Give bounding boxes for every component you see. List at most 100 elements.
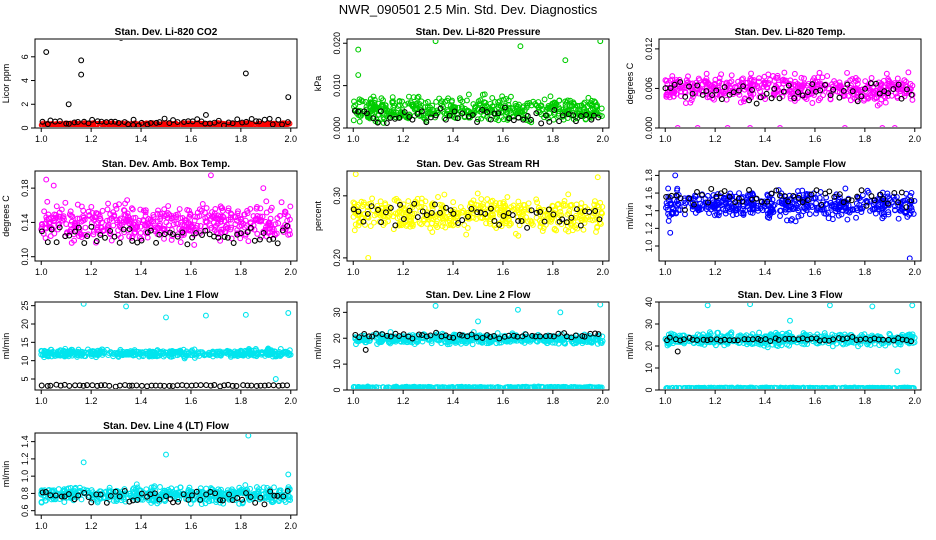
black-point xyxy=(442,116,449,123)
data-point xyxy=(546,384,553,389)
data-point xyxy=(365,384,372,389)
black-point xyxy=(153,239,160,246)
black-point xyxy=(72,382,79,389)
plot-area xyxy=(662,303,918,389)
data-point xyxy=(489,95,496,101)
data-point xyxy=(791,97,798,104)
black-point xyxy=(189,234,196,241)
black-point xyxy=(556,118,563,125)
black-point xyxy=(269,121,276,127)
data-point xyxy=(588,384,595,389)
data-point xyxy=(387,340,394,347)
black-point xyxy=(876,90,883,97)
plot-area xyxy=(38,172,294,248)
data-point xyxy=(820,92,827,99)
data-point xyxy=(779,77,786,84)
black-point xyxy=(356,334,363,341)
black-point xyxy=(746,187,752,193)
data-point xyxy=(902,208,909,215)
data-point xyxy=(218,229,225,236)
data-point xyxy=(142,213,149,219)
data-point xyxy=(875,201,882,208)
x-tick-label: 1.2 xyxy=(709,134,722,144)
plot-area xyxy=(350,40,605,127)
data-point xyxy=(496,384,503,389)
plot-frame xyxy=(346,170,610,262)
data-point xyxy=(844,216,851,223)
black-point xyxy=(203,382,210,389)
data-point xyxy=(121,229,128,236)
data-point xyxy=(245,349,252,356)
data-point xyxy=(391,197,398,203)
black-point xyxy=(827,92,834,99)
data-point xyxy=(232,221,239,228)
data-point xyxy=(570,99,577,106)
data-point xyxy=(99,207,106,214)
data-point xyxy=(715,212,722,219)
data-point xyxy=(170,214,177,221)
data-point xyxy=(410,336,417,343)
y-tick-label: 1.6 xyxy=(644,187,654,200)
y-axis-label: degrees C xyxy=(1,195,11,237)
data-point xyxy=(816,194,823,201)
black-point xyxy=(694,82,701,89)
black-point xyxy=(845,196,852,203)
data-point xyxy=(853,200,860,207)
data-point xyxy=(59,214,66,221)
data-point xyxy=(377,198,384,205)
black-point xyxy=(510,332,517,339)
black-point xyxy=(199,232,205,238)
black-point xyxy=(689,90,696,97)
data-point xyxy=(539,228,546,234)
data-point xyxy=(205,351,212,358)
y-tick-label: 0 xyxy=(20,125,30,130)
data-point xyxy=(757,88,764,95)
black-point xyxy=(468,205,475,212)
figure-title: NWR_090501 2.5 Min. Std. Dev. Diagnostic… xyxy=(338,2,598,17)
data-point xyxy=(556,97,563,104)
black-point xyxy=(858,187,865,194)
black-point xyxy=(559,112,566,119)
data-point xyxy=(174,349,181,355)
outlier-point xyxy=(777,125,783,127)
black-point xyxy=(437,105,444,112)
y-tick-label: 25 xyxy=(20,301,30,311)
data-point xyxy=(88,203,95,210)
black-point xyxy=(243,118,250,125)
data-point xyxy=(68,239,75,246)
x-tick-label: 1.2 xyxy=(85,134,98,144)
data-point xyxy=(594,224,601,231)
outlier-point xyxy=(362,346,369,353)
black-point xyxy=(903,204,910,211)
data-point xyxy=(360,201,367,208)
data-point xyxy=(223,221,230,228)
y-tick-label: 10 xyxy=(332,359,342,369)
black-point xyxy=(366,333,373,340)
data-point xyxy=(494,383,501,389)
data-point xyxy=(598,113,605,120)
data-point xyxy=(178,349,184,356)
black-point xyxy=(284,222,291,229)
y-tick-label: 2 xyxy=(20,102,30,107)
black-point xyxy=(120,226,127,233)
black-point xyxy=(382,209,389,216)
data-point xyxy=(487,100,494,107)
data-point xyxy=(434,109,441,116)
data-point xyxy=(557,336,563,343)
black-point xyxy=(451,108,458,115)
black-point xyxy=(62,233,69,240)
black-point xyxy=(474,119,481,125)
data-point xyxy=(208,224,215,231)
data-point xyxy=(213,348,220,355)
black-point xyxy=(266,115,273,122)
data-point xyxy=(227,350,234,357)
black-point xyxy=(813,187,820,194)
outlier-point xyxy=(597,40,604,45)
outlier-point xyxy=(475,318,481,325)
data-point xyxy=(418,195,425,202)
data-point xyxy=(883,70,890,77)
black-point xyxy=(572,332,579,339)
black-point xyxy=(491,110,498,117)
black-point xyxy=(908,197,915,204)
data-point xyxy=(897,199,904,206)
